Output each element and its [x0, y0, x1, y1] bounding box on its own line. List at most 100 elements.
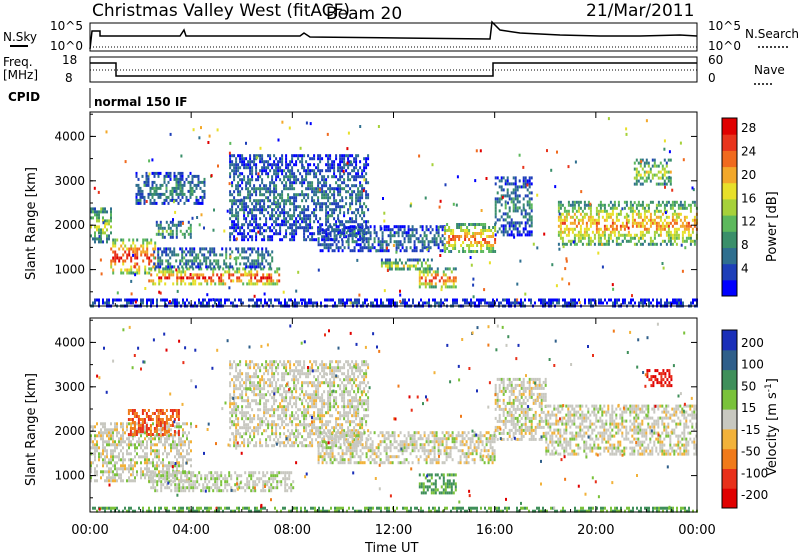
- data-cell: [188, 282, 191, 286]
- data-cell: [593, 242, 596, 246]
- data-cell: [150, 473, 152, 477]
- data-cell: [341, 154, 344, 158]
- data-cell: [325, 202, 328, 206]
- data-cell: [508, 215, 511, 219]
- data-cell: [676, 301, 678, 305]
- data-cell: [434, 282, 437, 286]
- data-cell: [661, 239, 664, 243]
- data-cell: [161, 253, 164, 257]
- data-cell: [559, 203, 562, 207]
- data-cell: [633, 218, 636, 222]
- data-cell: [170, 301, 172, 305]
- data-cell: [365, 193, 368, 197]
- data-cell: [190, 440, 192, 444]
- data-cell: [164, 267, 167, 271]
- data-cell: [613, 200, 616, 204]
- data-cell: [659, 242, 662, 246]
- data-cell: [222, 282, 225, 286]
- data-cell: [238, 298, 240, 302]
- data-cell: [677, 212, 680, 216]
- data-cell: [655, 206, 658, 210]
- data-cell: [175, 223, 178, 227]
- data-cell: [583, 233, 586, 237]
- data-cell: [173, 174, 176, 178]
- data-cell: [357, 249, 360, 253]
- data-cell: [164, 474, 167, 478]
- data-cell: [281, 190, 284, 194]
- data-cell: [197, 201, 200, 205]
- data-cell: [248, 273, 251, 277]
- data-cell: [520, 221, 523, 225]
- data-cell: [199, 259, 202, 263]
- data-cell: [579, 200, 582, 204]
- data-cell: [331, 166, 334, 170]
- data-cell: [249, 223, 252, 227]
- data-cell: [293, 175, 296, 179]
- data-cell: [183, 250, 186, 254]
- data-cell: [229, 217, 232, 221]
- scatter-cell: [176, 289, 179, 293]
- data-cell: [559, 227, 562, 231]
- data-cell: [291, 202, 294, 206]
- data-cell: [118, 259, 121, 263]
- data-cell: [486, 229, 489, 232]
- data-cell: [413, 228, 416, 232]
- data-cell: [470, 241, 473, 244]
- data-cell: [643, 224, 646, 228]
- data-cell: [200, 477, 203, 481]
- data-cell: [153, 256, 156, 260]
- data-cell: [333, 234, 336, 238]
- scatter-cell: [589, 202, 592, 206]
- data-cell: [295, 232, 298, 236]
- data-cell: [128, 253, 131, 257]
- data-cell: [184, 270, 187, 274]
- freq-panel: Freq. [MHz] 18 8 60 0 Nave: [3, 53, 785, 85]
- data-cell: [146, 271, 149, 275]
- data-cell: [274, 270, 277, 274]
- data-cell: [522, 185, 525, 189]
- data-cell: [236, 270, 239, 274]
- data-cell: [587, 203, 590, 207]
- data-cell: [237, 193, 240, 197]
- data-cell: [158, 270, 161, 274]
- data-cell: [571, 206, 574, 210]
- data-cell: [90, 464, 92, 468]
- data-cell: [563, 242, 566, 246]
- data-cell: [259, 229, 262, 233]
- data-cell: [279, 160, 282, 164]
- data-cell: [659, 218, 662, 222]
- data-cell: [295, 223, 298, 227]
- data-cell: [142, 250, 145, 254]
- data-cell: [694, 298, 696, 302]
- data-cell: [141, 195, 144, 199]
- data-cell: [349, 220, 352, 224]
- data-cell: [253, 229, 256, 233]
- data-cell: [351, 249, 354, 253]
- data-cell: [285, 217, 288, 221]
- data-cell: [363, 246, 366, 250]
- data-cell: [530, 203, 533, 207]
- data-cell: [170, 449, 172, 453]
- data-cell: [669, 230, 672, 234]
- data-cell: [90, 434, 92, 438]
- data-cell: [663, 167, 666, 171]
- data-cell: [571, 221, 574, 225]
- data-cell: [153, 171, 156, 175]
- data-cell: [235, 229, 238, 233]
- data-cell: [126, 452, 128, 456]
- data-cell: [251, 178, 254, 182]
- data-cell: [313, 220, 316, 224]
- data-cell: [135, 195, 138, 199]
- nsky-tick-bottom: 10^0: [50, 39, 83, 53]
- data-cell: [100, 237, 102, 241]
- data-cell: [100, 422, 102, 426]
- data-cell: [357, 172, 360, 176]
- data-cell: [138, 247, 141, 251]
- data-cell: [148, 298, 150, 302]
- data-cell: [572, 298, 574, 302]
- data-cell: [277, 175, 280, 179]
- data-cell: [317, 226, 320, 230]
- data-cell: [261, 211, 264, 215]
- scatter-cell: [318, 188, 321, 192]
- data-cell: [249, 193, 252, 197]
